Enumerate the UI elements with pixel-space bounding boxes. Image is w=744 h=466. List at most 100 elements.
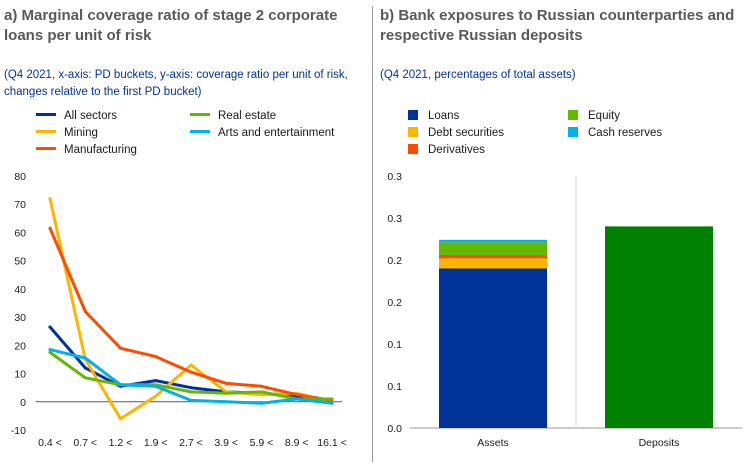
- data-point: [83, 366, 87, 370]
- legend-swatch: [408, 126, 418, 137]
- y-tick-label: 0.2: [387, 255, 402, 267]
- y-tick-label: -10: [11, 425, 26, 437]
- legend-label: Arts and entertainment: [218, 127, 335, 139]
- legend-debt-securities: Debt securities: [408, 126, 505, 139]
- panel-divider: [372, 6, 373, 462]
- data-point: [330, 397, 334, 401]
- y-tick-label: 0.1: [387, 381, 402, 393]
- x-tick-label: Deposits: [639, 437, 680, 449]
- legend-equity: Equity: [568, 109, 620, 122]
- data-point: [154, 384, 158, 388]
- legend-label: Manufacturing: [64, 144, 137, 156]
- y-tick-label: 0.3: [387, 213, 402, 225]
- bar-chart: 0.3 0.3 0.2 0.2 0.1 0.1 0.0 Assets Deposits: [387, 171, 742, 449]
- legend-label: Derivatives: [428, 144, 485, 156]
- data-point: [189, 398, 193, 402]
- data-point: [189, 363, 193, 367]
- legend-mining: Mining: [36, 127, 98, 139]
- legend-swatch: [36, 113, 56, 117]
- bar-segment-derivatives: [439, 254, 547, 259]
- y-tick-label: 60: [14, 227, 26, 239]
- chart-title: a) Marginal coverage ratio of stage 2 co…: [4, 7, 338, 44]
- bar-segment-loans: [439, 268, 547, 428]
- y-tick-label: 50: [14, 256, 26, 268]
- y-tick-label: 10: [14, 369, 26, 381]
- y-tick-label: 80: [14, 171, 26, 183]
- y-tick-label: 70: [14, 199, 26, 211]
- chart-title: b) Bank exposures to Russian counterpart…: [380, 7, 735, 44]
- legend-label: Real estate: [218, 110, 277, 122]
- data-point: [119, 383, 122, 387]
- series-line-mining: [48, 197, 334, 421]
- y-tick-label: 20: [14, 340, 26, 352]
- y-tick-label: 0.0: [387, 423, 402, 435]
- panel-a: a) Marginal coverage ratio of stage 2 co…: [4, 7, 348, 449]
- legend-all-sectors: All sectors: [36, 110, 117, 122]
- panel-b: b) Bank exposures to Russian counterpart…: [376, 0, 744, 466]
- y-tick-label: 0.2: [387, 297, 402, 309]
- legend-label: Mining: [64, 127, 98, 139]
- x-tick-label: Assets: [477, 437, 509, 449]
- legend-real-estate: Real estate: [190, 110, 276, 122]
- y-tick-label: 40: [14, 284, 26, 296]
- legend-swatch: [568, 126, 578, 137]
- legend-swatch: [190, 130, 210, 134]
- data-point: [224, 381, 228, 385]
- legend-swatch: [408, 109, 418, 120]
- bar-segment-equity: [439, 242, 547, 255]
- legend-cash-reserves: Cash reserves: [568, 126, 663, 139]
- data-point: [189, 370, 193, 374]
- data-point: [154, 355, 158, 359]
- legend-label: All sectors: [64, 110, 118, 122]
- data-point: [295, 393, 299, 397]
- data-point: [48, 348, 52, 352]
- legend-label: Loans: [428, 110, 460, 122]
- legend-swatch: [408, 143, 418, 154]
- data-point: [224, 391, 228, 395]
- legend-label: Equity: [588, 110, 620, 122]
- data-point: [260, 393, 263, 397]
- data-point: [119, 417, 122, 421]
- data-point: [154, 394, 158, 398]
- x-tick-label: 8.9 <: [285, 437, 309, 449]
- data-point: [295, 397, 299, 401]
- line-chart: -10 0 10 20 30 40 50 60 70 80 0.4 < 0.7 < 1.2 < 1.9 <…: [11, 171, 347, 449]
- data-point: [48, 226, 52, 230]
- bar-segment-cash-reserves: [439, 239, 547, 243]
- x-tick-label: 1.9 <: [144, 437, 168, 449]
- legend-arts-entertainment: Arts and entertainment: [190, 127, 334, 139]
- series-line-manufacturing: [48, 226, 334, 402]
- data-point: [83, 376, 87, 380]
- chart-subtitle: (Q4 2021, percentages of total assets): [380, 69, 576, 81]
- legend-swatch: [36, 147, 56, 151]
- x-tick-label: 0.4 <: [38, 437, 62, 449]
- legend-manufacturing: Manufacturing: [36, 144, 137, 156]
- x-tick-label: 16.1 <: [317, 437, 347, 449]
- data-point: [154, 379, 158, 383]
- legend-loans: Loans: [408, 109, 460, 122]
- data-point: [48, 350, 52, 354]
- data-point: [83, 309, 87, 313]
- legend-swatch: [568, 109, 578, 120]
- legend-label: Cash reserves: [588, 127, 663, 139]
- data-point: [260, 390, 263, 394]
- x-tick-label: 1.2 <: [109, 437, 133, 449]
- data-point: [48, 325, 52, 329]
- y-tick-label: 0.1: [387, 339, 402, 351]
- legend-label: Debt securities: [428, 127, 505, 139]
- data-point: [83, 356, 87, 360]
- data-point: [260, 401, 263, 405]
- data-point: [119, 346, 122, 350]
- chart-subtitle: (Q4 2021, x-axis: PD buckets, y-axis: co…: [4, 69, 348, 98]
- x-tick-label: 2.7 <: [179, 437, 203, 449]
- bar-segment-debt-securities: [439, 258, 547, 269]
- x-tick-label: 3.9 <: [214, 437, 238, 449]
- data-point: [189, 390, 193, 394]
- y-tick-label: 0: [20, 397, 26, 409]
- data-point: [189, 386, 193, 390]
- data-point: [330, 401, 334, 405]
- data-point: [260, 384, 263, 388]
- legend-swatch: [190, 113, 210, 117]
- y-tick-label: 30: [14, 312, 26, 324]
- legend-derivatives: Derivatives: [408, 143, 485, 156]
